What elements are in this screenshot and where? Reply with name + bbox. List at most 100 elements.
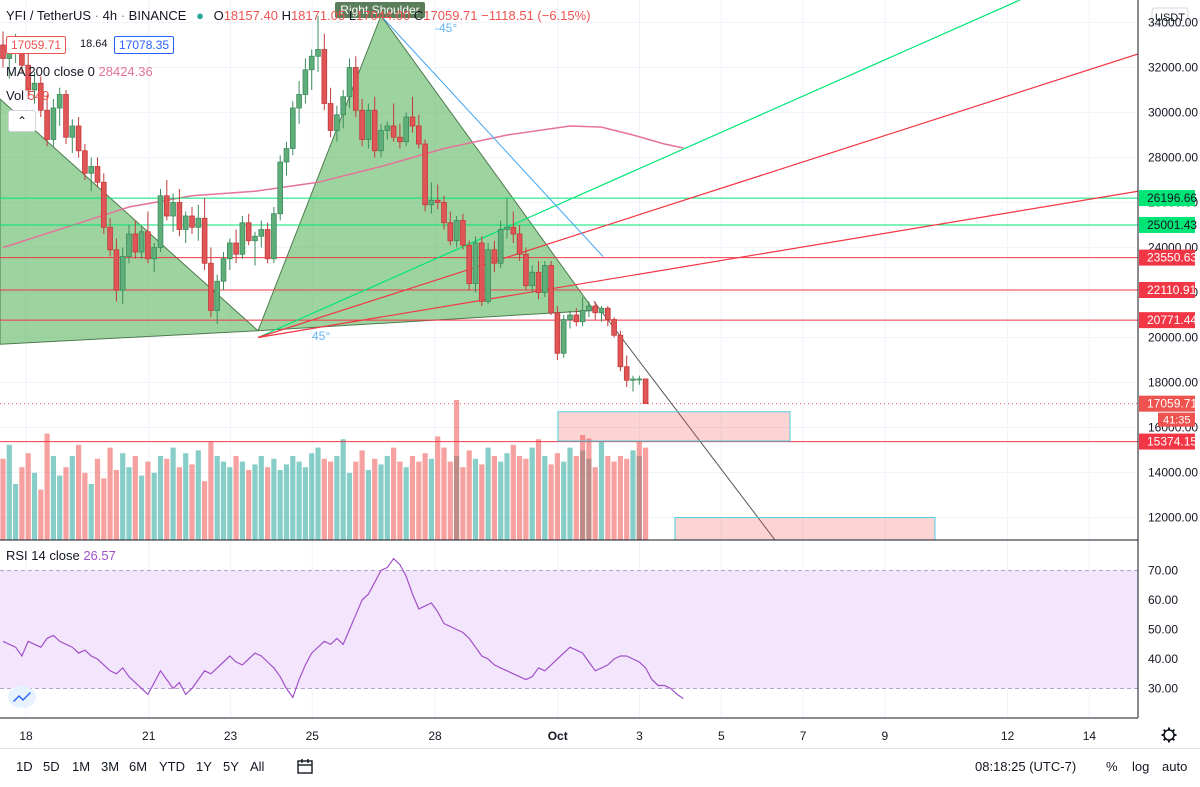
- candle-body: [252, 235, 258, 242]
- candle-body: [208, 262, 214, 311]
- spread-value: 18.64: [80, 38, 108, 50]
- volume-bar: [340, 439, 346, 540]
- volume-bar: [290, 456, 296, 540]
- volume-legend[interactable]: Vol 549: [6, 88, 49, 103]
- ma-label: MA 200 close 0: [6, 64, 95, 79]
- date-range-icon[interactable]: [296, 757, 314, 778]
- candle-body: [308, 55, 315, 71]
- main-pane: [0, 0, 1138, 540]
- candle-body: [510, 226, 517, 235]
- volume-bar: [617, 456, 623, 540]
- auto-toggle[interactable]: auto: [1162, 759, 1188, 774]
- time-tick-label: 23: [224, 729, 238, 743]
- candle-body: [69, 125, 76, 138]
- volume-bar: [529, 447, 535, 540]
- clock-time[interactable]: 08:18:25 (UTC-7): [975, 759, 1077, 774]
- candle-body: [31, 82, 38, 91]
- volume-bar: [542, 456, 548, 540]
- volume-bar: [50, 456, 56, 540]
- countdown-text: 41:35: [1163, 415, 1191, 427]
- volume-bar: [88, 484, 94, 540]
- last-price-bg: [1139, 395, 1195, 412]
- symbol-name[interactable]: YFI / TetherUS: [6, 8, 92, 23]
- volume-bar: [38, 489, 44, 540]
- volume-bar: [82, 472, 88, 540]
- volume-bar: [580, 435, 586, 540]
- volume-label: Vol: [6, 88, 25, 103]
- ma200-line: [2, 125, 684, 249]
- gear-tooth: [1162, 728, 1167, 733]
- volume-bar: [170, 447, 176, 540]
- settings-gear-icon[interactable]: [1161, 727, 1177, 743]
- gear-tooth: [1171, 737, 1176, 742]
- volume-bar: [246, 470, 252, 540]
- exchange-label: BINANCE: [128, 8, 187, 23]
- level-badge: 23550.63: [1139, 249, 1197, 266]
- candle-body: [460, 220, 466, 246]
- range-button-5y[interactable]: 5Y: [223, 759, 239, 774]
- candle-body: [170, 202, 176, 217]
- price-tick-label: 34000.00: [1148, 16, 1198, 30]
- volume-bar: [19, 467, 25, 540]
- candle-body: [542, 265, 548, 293]
- volume-bar: [403, 467, 409, 540]
- time-tick-label: 7: [800, 729, 807, 743]
- volume-bar: [504, 453, 510, 540]
- range-button-all[interactable]: All: [250, 759, 265, 774]
- volume-bar: [479, 464, 485, 540]
- volume-bar: [334, 456, 340, 540]
- level-badge: 15374.15: [1139, 433, 1197, 450]
- volume-bar: [491, 456, 497, 540]
- range-button-1m[interactable]: 1M: [72, 759, 91, 774]
- candle-body: [371, 109, 378, 152]
- volume-bar: [378, 464, 384, 540]
- volume-bar: [277, 470, 283, 540]
- candle-body: [38, 82, 44, 111]
- volume-bar: [283, 464, 290, 540]
- volume-bar: [271, 458, 277, 540]
- volume-bar: [573, 456, 579, 540]
- volume-bar: [107, 447, 113, 540]
- ask-price-badge[interactable]: 17078.35: [114, 36, 175, 54]
- candle-body: [145, 231, 151, 260]
- candle-body: [321, 49, 328, 104]
- range-button-3m[interactable]: 3M: [101, 759, 120, 774]
- volume-bar: [258, 456, 264, 540]
- candle-body: [283, 148, 290, 163]
- volume-bar: [554, 453, 560, 540]
- volume-bar: [321, 458, 327, 540]
- collapse-legend-button[interactable]: ⌃: [8, 110, 36, 132]
- range-button-1y[interactable]: 1Y: [196, 759, 212, 774]
- candle-body: [94, 166, 101, 183]
- range-button-5d[interactable]: 5D: [43, 759, 60, 774]
- log-toggle[interactable]: log: [1132, 759, 1150, 774]
- last-price-badge: 17059.71: [1139, 395, 1197, 412]
- volume-bar: [510, 444, 516, 540]
- candles: [0, 15, 649, 405]
- range-button-6m[interactable]: 6M: [129, 759, 148, 774]
- close-label: C: [413, 8, 424, 23]
- candle-body: [25, 64, 31, 91]
- candle-body: [245, 222, 252, 242]
- ma-legend[interactable]: MA 200 close 0 28424.36: [6, 64, 153, 79]
- time-tick-label: Oct: [548, 729, 568, 743]
- volume-bar: [139, 475, 145, 540]
- target-box-upper: [557, 411, 791, 442]
- percent-toggle[interactable]: %: [1106, 759, 1118, 774]
- volume-bar: [397, 461, 403, 540]
- range-button-ytd[interactable]: YTD: [159, 759, 185, 774]
- price-tick-label: 28000.00: [1148, 151, 1198, 165]
- low-value: 17044.00: [356, 8, 411, 23]
- time-tick-label: 21: [142, 729, 156, 743]
- volume-bar: [239, 461, 245, 540]
- interval-label[interactable]: 4h: [102, 8, 118, 23]
- candle-body: [466, 244, 472, 284]
- tradingview-logo-icon[interactable]: [8, 686, 36, 708]
- candle-body: [132, 233, 139, 253]
- bid-price-badge[interactable]: 17059.71: [6, 36, 67, 54]
- range-button-1d[interactable]: 1D: [16, 759, 33, 774]
- volume-bar: [353, 461, 359, 540]
- trading-chart[interactable]: Right Shoulder -45° 45° USDT 12000.00 14000.0…: [0, 0, 1200, 748]
- rsi-legend[interactable]: RSI 14 close 26.57: [6, 548, 116, 563]
- volume-bar: [25, 453, 31, 540]
